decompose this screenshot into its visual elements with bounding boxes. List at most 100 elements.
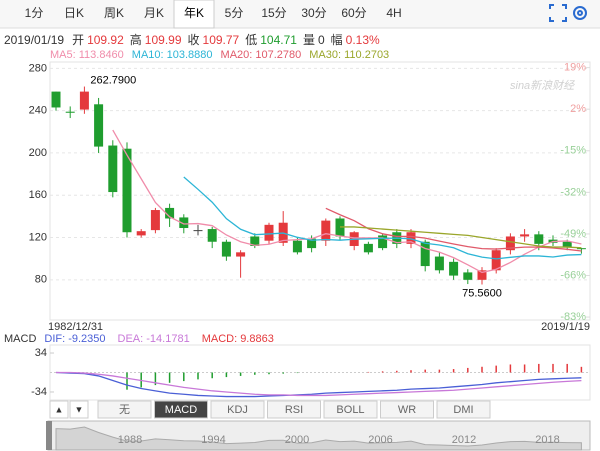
y-tick-label: 34 bbox=[35, 347, 47, 359]
tab[interactable]: 5分 bbox=[225, 6, 244, 20]
settings-glyph bbox=[577, 10, 583, 16]
y2-tick-label: 2% bbox=[570, 103, 586, 115]
candle-body bbox=[179, 217, 189, 229]
candle-body bbox=[108, 145, 118, 193]
indicator-tab[interactable] bbox=[380, 400, 434, 419]
macd-bar bbox=[239, 372, 242, 376]
tab-active-bg[interactable] bbox=[173, 0, 215, 29]
indicator-tab[interactable] bbox=[97, 400, 152, 419]
arrow-button[interactable] bbox=[69, 400, 89, 419]
candle-body bbox=[122, 148, 132, 233]
arrow-label[interactable]: ▼ bbox=[75, 404, 84, 414]
fullscreen-icon[interactable] bbox=[549, 4, 567, 22]
candle-body bbox=[193, 230, 203, 232]
candle-body bbox=[434, 256, 444, 271]
tab[interactable]: 年K bbox=[184, 6, 204, 20]
indicator-tab[interactable] bbox=[154, 400, 208, 419]
indicator-label[interactable]: RSI bbox=[285, 404, 303, 416]
indicator-tab[interactable] bbox=[436, 400, 491, 419]
macd-bar bbox=[197, 372, 199, 380]
macd-bar bbox=[509, 364, 512, 373]
indicator-tab[interactable] bbox=[267, 400, 321, 419]
macd-bar bbox=[523, 364, 526, 373]
candle-body bbox=[449, 261, 459, 276]
info-label: 幅 bbox=[331, 32, 343, 47]
y2-tick-label: -66% bbox=[560, 269, 586, 281]
info-label: 收 bbox=[188, 33, 200, 47]
tab[interactable]: 1分 bbox=[25, 6, 44, 20]
candle-body bbox=[236, 252, 246, 257]
tab[interactable]: 4H bbox=[386, 6, 401, 20]
info-label: 量 bbox=[303, 33, 315, 47]
candle-body bbox=[406, 232, 416, 244]
info-label: 开 bbox=[72, 33, 84, 47]
candle-body bbox=[79, 91, 89, 110]
navigator-area bbox=[55, 426, 582, 451]
indicator-label[interactable]: DMI bbox=[453, 404, 473, 416]
indicator-tab[interactable] bbox=[323, 400, 378, 419]
tab[interactable]: 15分 bbox=[261, 6, 286, 20]
candle-body bbox=[65, 111, 75, 113]
y-tick-label: 160 bbox=[29, 189, 47, 201]
settings-glyph bbox=[573, 6, 587, 20]
x-tick-label: 1982/12/31 bbox=[48, 321, 103, 333]
legend-entry: MA20: 107.2780 bbox=[221, 49, 302, 61]
macd-bar bbox=[438, 369, 441, 373]
macd-bar bbox=[225, 372, 228, 378]
macd-bar bbox=[580, 366, 583, 373]
y2-tick-label: 19% bbox=[564, 62, 586, 74]
macd-bar bbox=[452, 369, 455, 373]
navigator-label: 2012 bbox=[452, 434, 476, 446]
candle-body bbox=[420, 241, 430, 267]
legend-entry: MA30: 110.2703 bbox=[309, 49, 389, 61]
indicator-label[interactable]: MACD bbox=[165, 404, 197, 416]
ma-line bbox=[112, 129, 582, 274]
info-date: 2019/01/19 bbox=[4, 33, 64, 47]
info-value: 109.92 bbox=[87, 33, 124, 47]
macd-bar bbox=[168, 372, 171, 383]
arrow-label[interactable]: ▲ bbox=[55, 404, 64, 414]
macd-bar bbox=[183, 372, 185, 382]
candle-body bbox=[165, 207, 175, 219]
candle-body bbox=[576, 248, 586, 250]
x-tick-label: 2019/1/19 bbox=[541, 321, 590, 333]
tab[interactable]: 30分 bbox=[301, 6, 326, 20]
info-label: 低 bbox=[245, 33, 257, 47]
indicator-label[interactable]: 无 bbox=[119, 404, 130, 416]
tab[interactable]: 周K bbox=[104, 6, 124, 20]
tab[interactable]: 60分 bbox=[341, 6, 366, 20]
navigator-label: 2018 bbox=[535, 434, 559, 446]
legend-entry: DIF: -9.2350 bbox=[44, 333, 105, 345]
y-tick-label: 200 bbox=[29, 147, 47, 159]
indicator-label[interactable]: BOLL bbox=[336, 404, 364, 416]
candle-body bbox=[477, 270, 487, 280]
macd-bar bbox=[566, 363, 568, 373]
arrow-button[interactable] bbox=[49, 400, 69, 419]
settings-icon[interactable] bbox=[573, 6, 587, 20]
indicator-label[interactable]: KDJ bbox=[227, 404, 248, 416]
tab[interactable]: 日K bbox=[64, 6, 84, 20]
candle-body bbox=[292, 240, 302, 253]
candle-body bbox=[51, 91, 61, 108]
candle-body bbox=[221, 241, 231, 257]
indicator-label[interactable]: WR bbox=[398, 404, 416, 416]
watermark: sina新浪财经 bbox=[510, 79, 575, 92]
macd-bar bbox=[396, 370, 398, 373]
macd-bar bbox=[254, 372, 256, 375]
y-tick-label: 120 bbox=[29, 231, 47, 243]
navigator-handle[interactable] bbox=[46, 421, 52, 450]
info-value: 109.99 bbox=[145, 33, 182, 47]
macd-line bbox=[56, 371, 582, 397]
y2-tick-label: -32% bbox=[560, 186, 586, 198]
candle-body bbox=[534, 234, 544, 244]
macd-bar bbox=[367, 371, 370, 373]
legend-entry: MA10: 103.8880 bbox=[132, 49, 213, 61]
tab[interactable]: 月K bbox=[144, 6, 164, 20]
indicator-tab[interactable] bbox=[210, 400, 265, 419]
macd-bar bbox=[154, 372, 157, 386]
candle-body bbox=[363, 243, 373, 253]
candle-body bbox=[307, 238, 317, 249]
y-tick-label: 280 bbox=[29, 62, 47, 74]
candle-body bbox=[250, 236, 260, 246]
